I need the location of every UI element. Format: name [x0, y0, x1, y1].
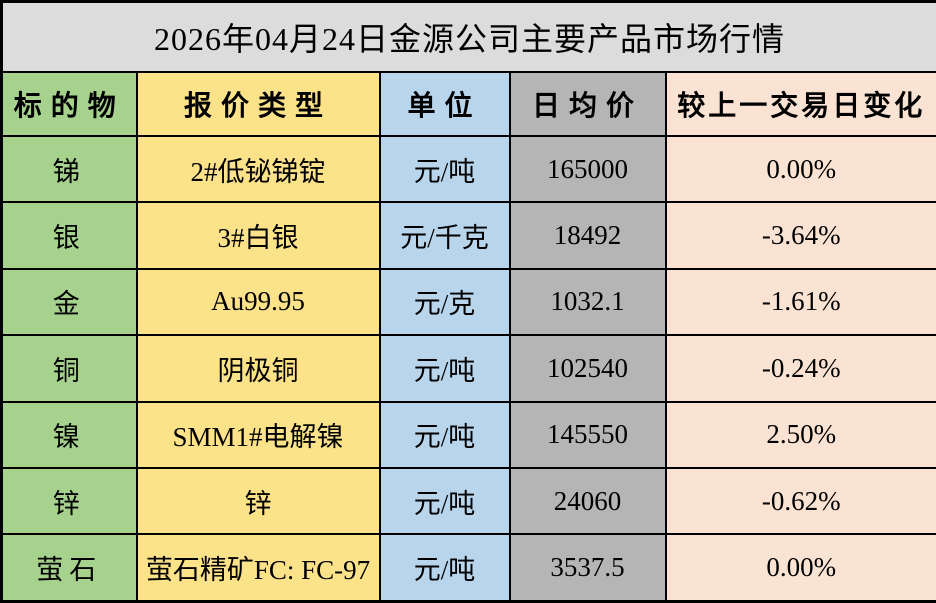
cell-quote-type: 阴极铜 [135, 334, 381, 403]
cell-unit: 元/吨 [378, 134, 511, 204]
column-header-avg-price: 日均价 [508, 71, 667, 137]
table-body: 锑 2#低铋锑锭 元/吨 165000 0.00% 银 3#白银 元/千克 18… [0, 134, 936, 603]
cell-avg-price: 165000 [508, 134, 667, 204]
page-title: 2026年04月24日金源公司主要产品市场行情 [0, 0, 936, 73]
cell-target: 银 [0, 201, 138, 270]
cell-change: 0.00% [664, 134, 936, 204]
cell-target: 镍 [0, 400, 138, 469]
cell-target: 铜 [0, 334, 138, 403]
cell-quote-type: Au99.95 [135, 267, 381, 337]
cell-unit: 元/吨 [378, 334, 511, 403]
cell-avg-price: 3537.5 [508, 533, 667, 603]
cell-change: 2.50% [664, 400, 936, 469]
cell-target: 锑 [0, 134, 138, 204]
cell-unit: 元/吨 [378, 533, 511, 603]
cell-unit: 元/吨 [378, 466, 511, 536]
column-header-change: 较上一交易日变化 [664, 71, 936, 137]
cell-unit: 元/克 [378, 267, 511, 337]
table-row: 镍 SMM1#电解镍 元/吨 145550 2.50% [0, 400, 936, 469]
cell-avg-price: 1032.1 [508, 267, 667, 337]
cell-change: -0.24% [664, 334, 936, 403]
cell-unit: 元/千克 [378, 201, 511, 270]
cell-avg-price: 102540 [508, 334, 667, 403]
cell-change: -3.64% [664, 201, 936, 270]
cell-avg-price: 24060 [508, 466, 667, 536]
column-header-unit: 单位 [378, 71, 511, 137]
title-row: 2026年04月24日金源公司主要产品市场行情 [0, 0, 936, 73]
cell-quote-type: 锌 [135, 466, 381, 536]
table-row: 萤石 萤石精矿FC: FC-97 元/吨 3537.5 0.00% [0, 533, 936, 603]
cell-avg-price: 145550 [508, 400, 667, 469]
header-row: 标的物 报价类型 单位 日均价 较上一交易日变化 [0, 71, 936, 137]
cell-target: 金 [0, 267, 138, 337]
table-row: 银 3#白银 元/千克 18492 -3.64% [0, 201, 936, 270]
table-row: 锑 2#低铋锑锭 元/吨 165000 0.00% [0, 134, 936, 204]
cell-change: -0.62% [664, 466, 936, 536]
cell-quote-type: SMM1#电解镍 [135, 400, 381, 469]
cell-change: -1.61% [664, 267, 936, 337]
cell-quote-type: 3#白银 [135, 201, 381, 270]
cell-quote-type: 2#低铋锑锭 [135, 134, 381, 204]
cell-avg-price: 18492 [508, 201, 667, 270]
cell-unit: 元/吨 [378, 400, 511, 469]
cell-target: 锌 [0, 466, 138, 536]
table-row: 铜 阴极铜 元/吨 102540 -0.24% [0, 334, 936, 403]
column-header-target: 标的物 [0, 71, 138, 137]
table-row: 金 Au99.95 元/克 1032.1 -1.61% [0, 267, 936, 337]
cell-quote-type: 萤石精矿FC: FC-97 [135, 533, 381, 603]
cell-target: 萤石 [0, 533, 138, 603]
cell-change: 0.00% [664, 533, 936, 603]
column-header-quote-type: 报价类型 [135, 71, 381, 137]
table-row: 锌 锌 元/吨 24060 -0.62% [0, 466, 936, 536]
